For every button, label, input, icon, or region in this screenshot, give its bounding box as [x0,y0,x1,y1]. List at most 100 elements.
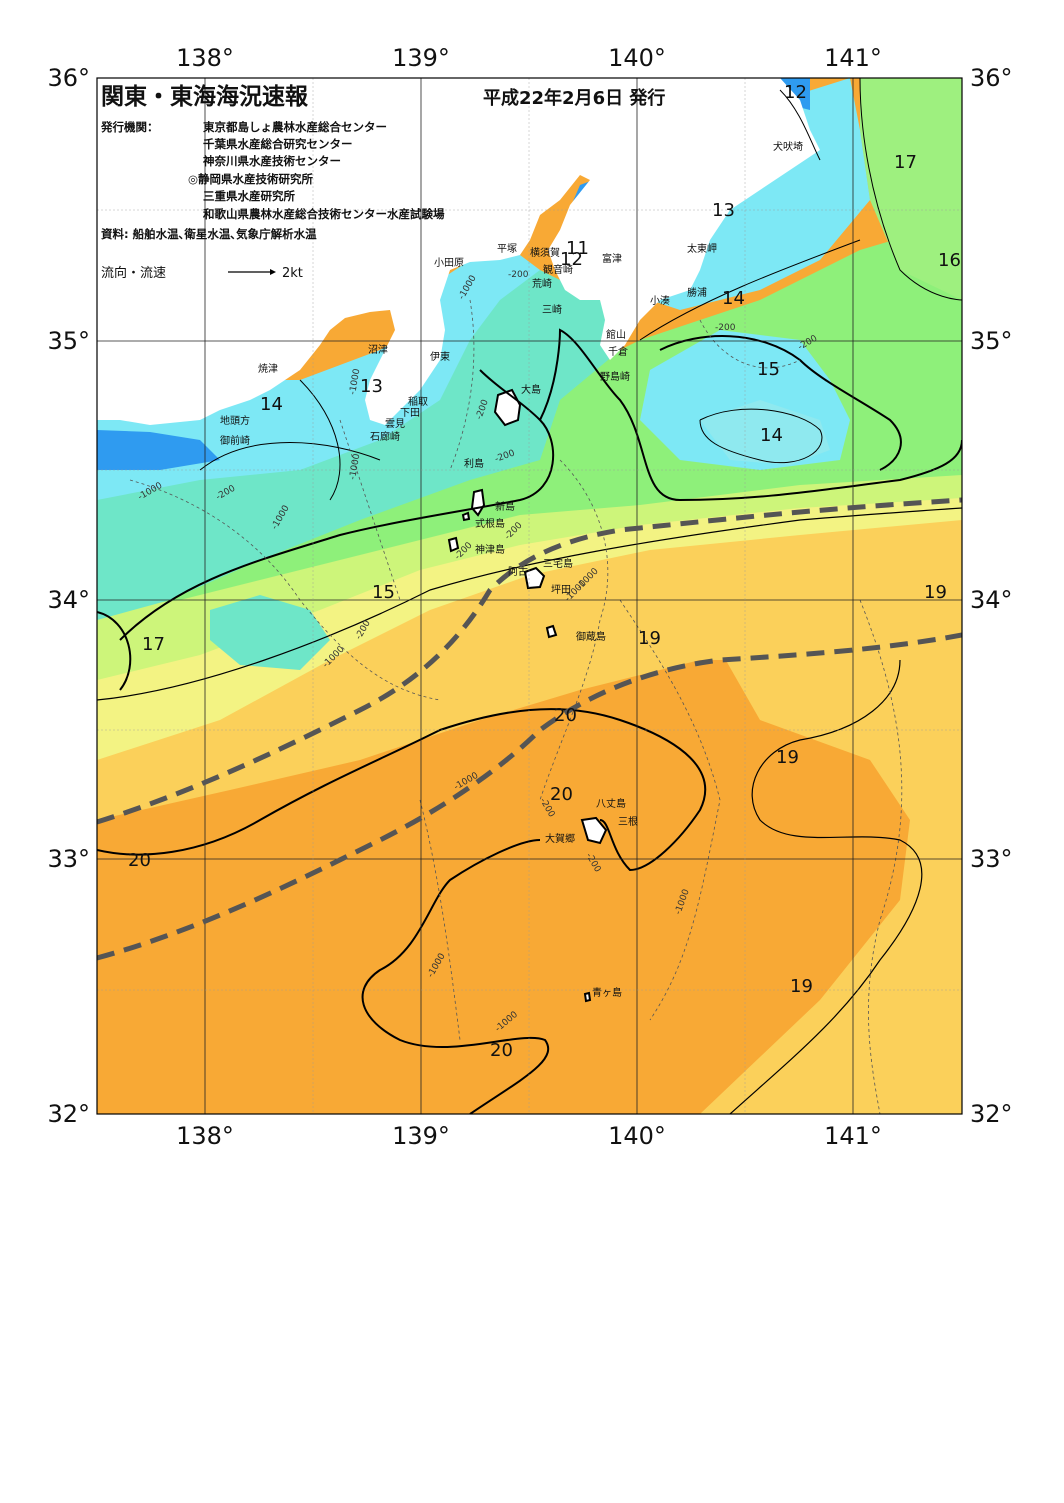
legend-unit: 2kt [282,266,303,281]
place-name: 三宅島 [543,557,573,570]
place-name: 勝浦 [687,286,707,299]
lat-label: 32° [47,1100,90,1128]
place-name: 新島 [495,500,515,513]
lat-labels-left: 36° 35° 34° 33° 32° [47,64,90,1128]
place-name: 犬吠埼 [773,140,803,153]
temperature-label: 20 [128,850,151,871]
lat-label: 32° [970,1100,1013,1128]
lat-label: 33° [970,845,1013,873]
place-name: 沼津 [368,343,388,356]
issuer-item: 千葉県水産総合研究センター [203,137,353,151]
cold-water-choshi [780,78,810,110]
place-name: 横須賀 [530,246,560,259]
place-name: 焼津 [258,363,278,375]
isotherms [97,78,962,1114]
graticule [97,78,962,1114]
cyan-zone [97,255,540,500]
place-name: 御前崎 [220,434,250,447]
lat-label: 36° [970,64,1013,92]
temperature-label: 17 [894,152,917,173]
temperature-label: 20 [490,1040,513,1061]
issuer-item: 和歌山県農林水産総合技術センター水産試験場 [203,207,445,221]
lon-label: 140° [608,44,666,72]
temperature-label: 19 [924,582,947,603]
place-name: 太東岬 [687,242,717,255]
depth-label: -1000 [348,453,362,481]
temperature-label: 19 [790,976,813,997]
depth-label: -200 [715,323,736,333]
temperature-label: 19 [776,747,799,768]
temperature-label: 15 [372,582,395,603]
issuer-item: 東京都島しょ農林水産総合センター [203,120,387,134]
map-frame [96,77,963,1115]
temperature-label: 14 [722,288,745,309]
temperature-label: 20 [554,705,577,726]
place-name: 神津島 [475,543,505,556]
sub-graticule [97,78,962,1114]
lat-label: 34° [970,586,1013,614]
lon-label: 138° [176,1122,234,1150]
land-hachijojima [580,816,608,845]
legend-label: 流向・流速 [101,265,166,281]
place-name: 平塚 [497,243,517,255]
land-shikinejima [461,511,471,522]
temperature-label: 20 [550,784,573,805]
place-name: 大島 [521,383,541,396]
light-orange-zone [700,600,962,1114]
place-name: 荒崎 [532,277,552,290]
place-name: 観音崎 [543,263,573,276]
place-name: 小田原 [434,257,464,269]
legend-arrow-head [270,269,276,275]
place-name: 大賀郷 [545,832,575,845]
temperature-label: 12 [560,249,583,270]
green-zone-east [860,78,962,300]
place-name: 坪田 [551,583,571,596]
lat-label: 36° [47,64,90,92]
lon-labels-top: 138° 139° 140° 141° [176,44,882,72]
lon-label: 140° [608,1122,666,1150]
map-area [97,78,962,1114]
temperature-label: 19 [638,628,661,649]
place-name: 雲見 [385,418,405,430]
temperature-label: 14 [760,425,783,446]
lon-labels-bottom: 138° 139° 140° 141° [176,1122,882,1150]
place-name: 御蔵島 [576,630,606,643]
lat-label: 35° [47,327,90,355]
land-honshu [97,78,820,425]
place-name: 下田 [400,408,420,419]
place-name: 利島 [464,457,484,470]
issuer-item: 神奈川県水産技術センター [203,154,341,168]
lat-label: 35° [970,327,1013,355]
issuer-item: 三重県水産研究所 [203,189,295,203]
place-name: 八丈島 [596,797,626,810]
temperature-label: 12 [784,82,807,103]
light-orange-zone-north [97,510,962,820]
place-name: 三根 [618,815,638,828]
land-aogashima [583,991,592,1003]
issuer-item: ◎静岡県水産技術研究所 [188,172,314,186]
place-name: 伊東 [430,350,450,363]
cyan-green-pocket [210,595,330,670]
kuroshio-axis-inner [97,497,962,825]
depth-label: -200 [508,270,529,280]
place-name: 野島崎 [600,370,630,383]
lon-label: 139° [392,44,450,72]
temperature-label: 11 [566,238,589,259]
land-miyakejima [523,566,546,590]
cold-water-suruga-west [97,430,220,470]
temperature-label: 15 [757,359,780,380]
temperature-label: 13 [712,200,735,221]
lon-label: 139° [392,1122,450,1150]
lon-label: 141° [824,44,882,72]
place-name: 小湊 [650,294,670,307]
data-sources: 資料: 船舶水温､衛星水温､気象庁解析水温 [101,227,317,241]
place-name: 三崎 [542,303,562,316]
page-title: 関東・東海海況速報 [101,83,309,110]
header: 関東・東海海況速報 平成22年2月6日 発行 発行機関： 東京都島しょ農林水産総… [100,83,665,281]
cyan-pool-14 [700,400,830,465]
temperature-label: 13 [360,376,383,397]
place-name: 館山 [606,328,626,341]
